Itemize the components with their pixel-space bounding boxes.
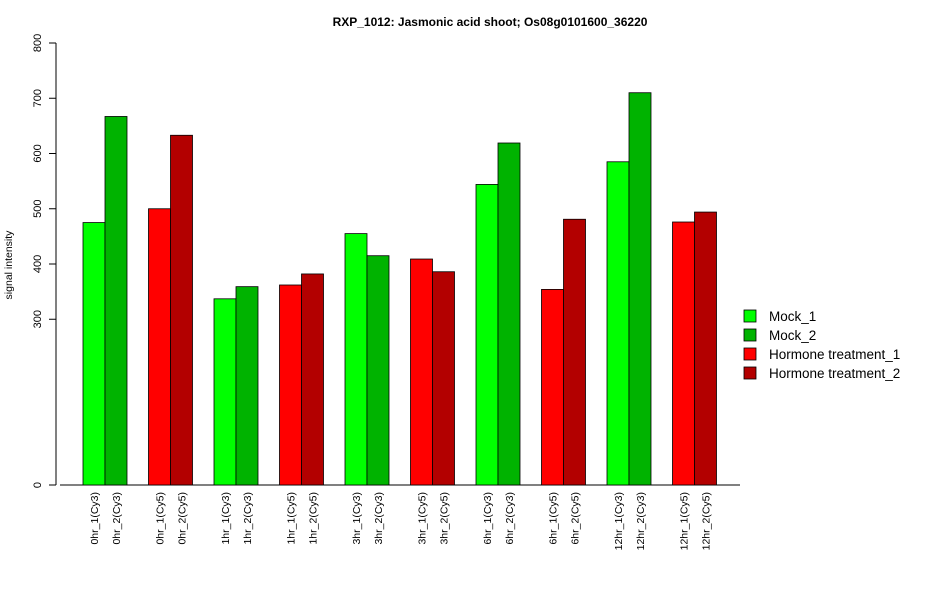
y-tick-label: 600 <box>32 144 44 162</box>
x-tick-label: 6hr_1(Cy5) <box>548 492 560 545</box>
bar <box>541 289 564 486</box>
x-tick-label: 6hr_1(Cy3) <box>482 492 494 545</box>
x-tick-label: 12hr_2(Cy5) <box>701 492 713 550</box>
x-tick-label: 0hr_1(Cy3) <box>89 492 101 545</box>
y-tick-label: 700 <box>32 89 44 107</box>
x-tick-label: 12hr_2(Cy3) <box>635 492 647 550</box>
bar <box>366 255 390 486</box>
bar <box>410 258 433 486</box>
x-tick-label: 6hr_2(Cy3) <box>504 492 516 545</box>
x-tick-label: 12hr_1(Cy5) <box>679 492 691 550</box>
bar <box>104 116 128 486</box>
bar <box>563 218 586 486</box>
bar <box>301 273 324 486</box>
bar <box>235 286 259 486</box>
x-tick-label: 3hr_2(Cy3) <box>373 492 385 545</box>
x-tick-label: 1hr_2(Cy3) <box>242 492 254 545</box>
bar <box>672 221 695 486</box>
legend-swatch <box>743 347 757 361</box>
bar <box>170 134 193 486</box>
x-tick-label: 3hr_1(Cy3) <box>351 492 363 545</box>
bars <box>82 92 717 486</box>
x-tick-label: 1hr_1(Cy3) <box>220 492 232 545</box>
x-tick-label: 0hr_2(Cy3) <box>111 492 123 545</box>
y-tick-label: 500 <box>32 200 44 218</box>
legend-label: Hormone treatment_1 <box>769 347 900 362</box>
bar <box>213 298 237 486</box>
legend-swatch <box>743 366 757 380</box>
legend-label: Hormone treatment_2 <box>769 366 900 381</box>
x-tick-label: 3hr_2(Cy5) <box>439 492 451 545</box>
legend-label: Mock_1 <box>769 309 816 324</box>
x-tick-label: 0hr_1(Cy5) <box>155 492 167 545</box>
chart-title: RXP_1012: Jasmonic acid shoot; Os08g0101… <box>333 15 648 29</box>
bar <box>694 211 717 486</box>
x-tick-label: 1hr_1(Cy5) <box>286 492 298 545</box>
legend: Mock_1 Mock_2 Hormone treatment_1 Hormone t… <box>743 309 900 381</box>
bar <box>148 208 171 486</box>
x-tick-label: 6hr_2(Cy5) <box>570 492 582 545</box>
legend-swatch <box>743 309 757 323</box>
y-tick-label: 400 <box>32 255 44 273</box>
bar <box>432 271 455 486</box>
bar <box>628 92 652 486</box>
y-tick-label: 800 <box>32 34 44 52</box>
legend-swatch <box>743 328 757 342</box>
y-axis: 0 300 400 500 600 700 800 <box>32 34 57 488</box>
bar <box>344 233 368 486</box>
x-tick-label: 3hr_1(Cy5) <box>417 492 429 545</box>
bar <box>475 184 499 486</box>
y-tick-label: 300 <box>32 310 44 328</box>
x-tick-labels: 0hr_1(Cy3) 0hr_2(Cy3) 0hr_1(Cy5) 0hr_2(Cy5)… <box>89 492 713 550</box>
y-tick-label: 0 <box>32 482 44 488</box>
bar <box>606 161 630 486</box>
y-axis-label: signal intensity <box>3 230 15 300</box>
bar <box>497 142 521 486</box>
legend-label: Mock_2 <box>769 328 816 343</box>
x-tick-label: 0hr_2(Cy5) <box>177 492 189 545</box>
bar <box>279 284 302 486</box>
x-tick-label: 1hr_2(Cy5) <box>308 492 320 545</box>
x-tick-label: 12hr_1(Cy3) <box>613 492 625 550</box>
bar <box>82 222 106 486</box>
